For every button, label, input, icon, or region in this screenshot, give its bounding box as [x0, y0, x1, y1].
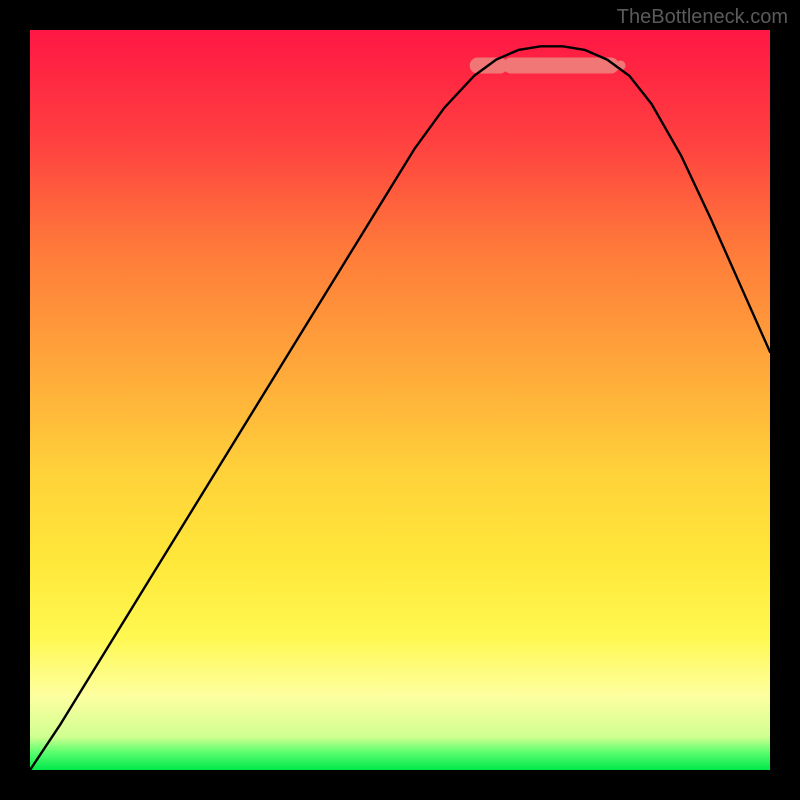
- marker-band: [478, 61, 626, 71]
- chart-container: [30, 30, 770, 770]
- watermark-text: TheBottleneck.com: [617, 6, 788, 29]
- gradient-background: [30, 30, 770, 770]
- bottleneck-curve-chart: [30, 30, 770, 770]
